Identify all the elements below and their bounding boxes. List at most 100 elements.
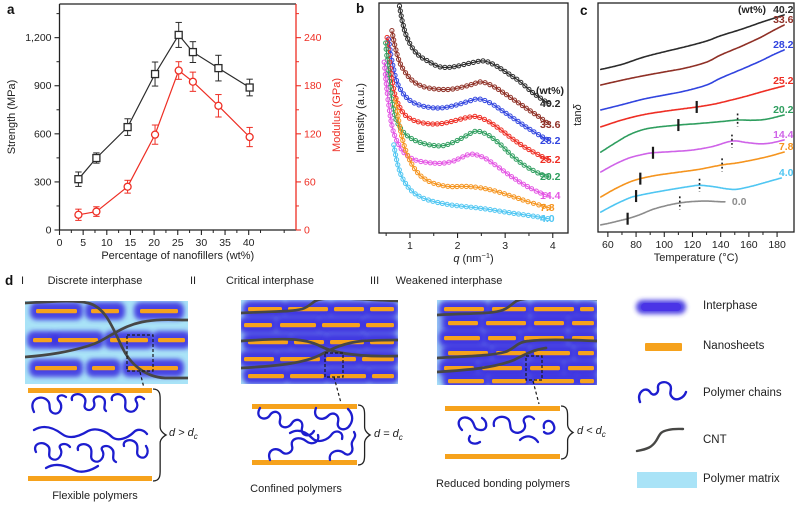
svg-text:4: 4 bbox=[550, 240, 556, 252]
caption-confined-polymers: Confined polymers bbox=[250, 483, 342, 495]
panel-c-curve-40.2: 40.2 bbox=[600, 4, 794, 71]
nanosheet bbox=[248, 307, 282, 312]
svg-text:40.2: 40.2 bbox=[773, 4, 794, 16]
relation-d-lt-dc: d < dc bbox=[577, 425, 606, 440]
svg-text:30: 30 bbox=[196, 237, 208, 249]
matrix-block-III bbox=[437, 300, 597, 385]
nanosheet bbox=[448, 321, 478, 326]
legend-label-polymer-chains: Polymer chains bbox=[703, 387, 782, 399]
svg-text:Strength (MPa): Strength (MPa) bbox=[6, 80, 18, 155]
svg-text:80: 80 bbox=[630, 239, 642, 251]
nanosheet-bar bbox=[445, 406, 560, 411]
brace bbox=[357, 404, 372, 466]
nanosheet bbox=[534, 351, 570, 356]
nanosheet bbox=[140, 309, 178, 314]
polymer-chain bbox=[492, 415, 536, 434]
cnt-curve bbox=[25, 301, 188, 380]
svg-text:40: 40 bbox=[243, 237, 255, 249]
polymer-chain bbox=[313, 406, 354, 431]
matrix-block-I bbox=[25, 301, 188, 384]
svg-text:300: 300 bbox=[34, 176, 52, 188]
nanosheet bbox=[578, 351, 594, 356]
polymer-chain bbox=[328, 430, 357, 462]
nanosheet bbox=[444, 307, 484, 312]
section-title-critical: Critical interphase bbox=[225, 275, 315, 287]
svg-text:35: 35 bbox=[219, 237, 231, 249]
section-title-weakened: Weakened interphase bbox=[395, 275, 503, 287]
panel-a-series-modulus bbox=[74, 61, 254, 221]
polymer-chain bbox=[267, 433, 320, 462]
cnt-curve bbox=[241, 300, 398, 315]
svg-text:180: 180 bbox=[768, 239, 786, 251]
svg-text:7.8: 7.8 bbox=[540, 202, 555, 214]
zoom-connector-line bbox=[333, 376, 342, 404]
panel-letter-d: d bbox=[5, 273, 14, 288]
panel-c-curve-4.0: 4.0 bbox=[600, 167, 794, 213]
svg-text:120: 120 bbox=[304, 128, 322, 140]
svg-text:33.6: 33.6 bbox=[773, 14, 794, 26]
panel-b-chart: 1 2 3 4 q (nm−1) Intensity (a.u.) 40.2 33.6 28.2… bbox=[355, 2, 569, 265]
polymer-chain bbox=[288, 429, 344, 443]
nanosheet bbox=[330, 374, 366, 379]
nanosheet bbox=[244, 357, 274, 362]
nanosheet bbox=[92, 366, 115, 371]
svg-text:Modulus (GPa): Modulus (GPa) bbox=[331, 78, 343, 152]
svg-text:4.0: 4.0 bbox=[779, 167, 794, 179]
svg-text:28.2: 28.2 bbox=[540, 135, 561, 147]
svg-text:0: 0 bbox=[57, 237, 63, 249]
svg-text:0: 0 bbox=[304, 225, 310, 237]
polymer-chain bbox=[257, 406, 316, 437]
matrix-block-II bbox=[241, 300, 398, 384]
nanosheet bbox=[36, 309, 77, 314]
svg-text:180: 180 bbox=[304, 80, 322, 92]
panel-c-curve-20.2: 20.2 bbox=[600, 104, 794, 153]
zoom-connector-line bbox=[139, 371, 145, 389]
svg-text:15: 15 bbox=[125, 237, 137, 249]
panel-b-curve-40.2: 40.2 bbox=[396, 3, 561, 110]
nanosheet bbox=[448, 351, 488, 356]
svg-text:28.2: 28.2 bbox=[773, 39, 794, 51]
nanosheet-bar bbox=[445, 454, 560, 459]
panel-c-chart: 60 80 100 120 140 160 180 Temperature (°C) tanδ 4… bbox=[572, 2, 795, 264]
nanosheet bbox=[568, 366, 594, 371]
cnt-curve bbox=[241, 338, 398, 370]
legend-symbol-nanosheet bbox=[645, 343, 682, 351]
svg-text:60: 60 bbox=[304, 176, 316, 188]
panel-letter-b: b bbox=[356, 1, 365, 16]
legend-label-interphase: Interphase bbox=[703, 300, 758, 312]
polymer-chain bbox=[76, 443, 118, 464]
svg-text:25: 25 bbox=[172, 237, 184, 249]
polymer-chain bbox=[110, 393, 146, 413]
nanosheet bbox=[280, 323, 316, 328]
panel-a-chart: 0 300 600 900 1,200 0 60 120 180 240 0 5 10 15 20 25 30 3… bbox=[6, 3, 343, 262]
nanosheet-bar bbox=[28, 388, 152, 393]
svg-text:3: 3 bbox=[502, 240, 508, 252]
svg-text:2: 2 bbox=[455, 240, 461, 252]
section-numeral-3: III bbox=[370, 275, 380, 287]
panel-c-curve-25.2: 25.2 bbox=[600, 75, 794, 128]
panel-d-diagram bbox=[25, 300, 697, 488]
polymer-chain bbox=[518, 435, 540, 444]
svg-text:160: 160 bbox=[740, 239, 758, 251]
svg-text:33.6: 33.6 bbox=[540, 119, 561, 131]
legend-symbol-interphase-core bbox=[641, 303, 681, 311]
svg-text:60: 60 bbox=[602, 239, 614, 251]
svg-text:4.0: 4.0 bbox=[540, 213, 555, 225]
relation-d-eq-dc: d = dc bbox=[374, 428, 403, 443]
panel-b-curve-28.2: 28.2 bbox=[385, 36, 561, 147]
nanosheet bbox=[33, 338, 52, 343]
svg-text:900: 900 bbox=[34, 80, 52, 92]
svg-text:(wt%): (wt%) bbox=[536, 85, 564, 97]
svg-text:14.4: 14.4 bbox=[773, 129, 794, 141]
nanosheet bbox=[580, 307, 594, 312]
nanosheet bbox=[326, 357, 356, 362]
nanosheet-bar bbox=[252, 404, 357, 409]
nanosheet bbox=[486, 321, 526, 326]
zoom-connector-line bbox=[532, 380, 540, 405]
nanosheet bbox=[534, 379, 574, 384]
section-numeral-1: I bbox=[21, 275, 25, 287]
cnt-curve bbox=[437, 338, 597, 360]
legend-label-cnt: CNT bbox=[703, 434, 727, 446]
svg-text:7.8: 7.8 bbox=[779, 141, 794, 153]
